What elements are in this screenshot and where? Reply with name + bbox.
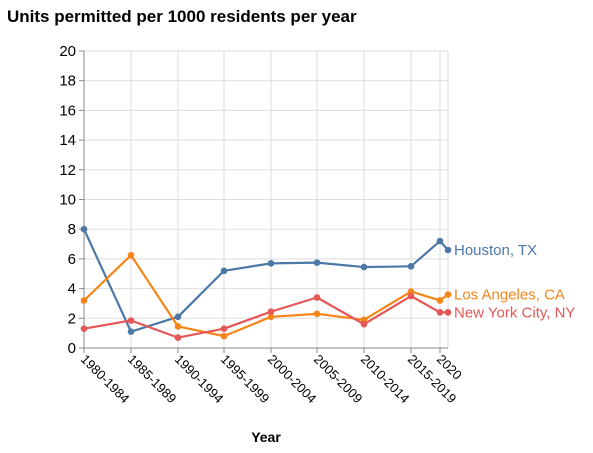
- series-label-new-york-city-ny: New York City, NY: [454, 304, 575, 321]
- data-point-houston-tx: [313, 259, 321, 266]
- data-point-houston-tx: [220, 267, 228, 275]
- data-point-los-angeles-ca: [174, 323, 182, 330]
- x-tick-label: 1990-1994: [172, 352, 227, 407]
- series-points: [80, 225, 452, 341]
- data-point-new-york-city-ny: [407, 292, 415, 300]
- series-line-los-angeles-ca: [83, 254, 449, 338]
- series-label-los-angeles-ca: Los Angeles, CA: [454, 287, 565, 304]
- y-tick-label: 14: [59, 132, 76, 149]
- data-point-new-york-city-ny: [127, 317, 135, 324]
- y-tick-label: 16: [59, 102, 76, 119]
- data-point-los-angeles-ca: [127, 251, 135, 259]
- x-tick-label: 2010-2014: [358, 352, 413, 407]
- gridlines: [83, 50, 449, 349]
- chart-title: Units permitted per 1000 residents per y…: [7, 7, 357, 26]
- series-line-new-york-city-ny: [83, 294, 448, 339]
- data-point-los-angeles-ca: [267, 313, 275, 321]
- y-tick-label: 10: [59, 192, 76, 209]
- data-point-new-york-city-ny: [313, 294, 321, 301]
- data-point-new-york-city-ny: [80, 325, 88, 332]
- data-point-new-york-city-ny: [436, 309, 444, 316]
- data-point-houston-tx: [80, 225, 88, 233]
- y-tick-label: 4: [68, 281, 76, 298]
- tick-labels: 0 2 4 6 8 10 12 14 16 18 20 1980-19841985-19891990-…: [59, 43, 465, 406]
- data-point-los-angeles-ca: [80, 297, 88, 304]
- data-point-new-york-city-ny: [174, 334, 182, 341]
- x-tick-label: 2000-2004: [265, 352, 320, 407]
- data-point-houston-tx: [407, 263, 415, 270]
- series-label-houston-tx: Houston, TX: [454, 242, 537, 259]
- data-point-new-york-city-ny: [444, 309, 452, 316]
- data-point-houston-tx: [436, 237, 444, 245]
- data-point-houston-tx: [127, 328, 135, 335]
- y-tick-label: 2: [68, 310, 76, 327]
- data-point-new-york-city-ny: [360, 320, 368, 328]
- data-point-new-york-city-ny: [220, 325, 228, 332]
- data-point-los-angeles-ca: [220, 332, 228, 340]
- x-tick-label: 1985-1989: [125, 352, 180, 407]
- y-tick-label: 8: [68, 221, 76, 238]
- data-point-new-york-city-ny: [267, 308, 275, 315]
- data-point-los-angeles-ca: [444, 291, 452, 298]
- y-tick-label: 20: [59, 43, 76, 60]
- y-tick-label: 18: [59, 73, 76, 90]
- data-point-houston-tx: [444, 246, 452, 254]
- x-tick-label: 1980-1984: [78, 352, 133, 407]
- data-point-los-angeles-ca: [436, 297, 444, 304]
- data-point-los-angeles-ca: [313, 310, 321, 318]
- data-point-houston-tx: [360, 263, 368, 271]
- series-line-houston-tx: [83, 228, 449, 333]
- series-lines: [83, 228, 449, 339]
- data-point-houston-tx: [267, 260, 275, 267]
- y-tick-label: 12: [59, 162, 76, 179]
- y-tick-label: 0: [68, 340, 76, 357]
- x-axis-title: Year: [251, 429, 281, 445]
- x-tick-label: 1995-1999: [218, 352, 273, 407]
- x-tick-label: 2005-2009: [311, 352, 366, 407]
- data-point-houston-tx: [174, 313, 182, 321]
- y-tick-label: 6: [68, 251, 76, 268]
